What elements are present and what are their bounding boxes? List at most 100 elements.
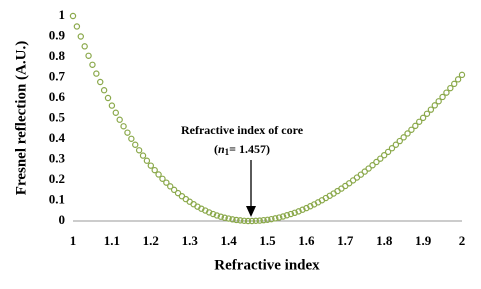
point [458,71,466,79]
point [357,171,365,178]
point [392,141,400,148]
point [248,217,256,225]
point [116,116,123,123]
point [69,12,77,20]
point [233,216,240,224]
point [170,186,178,194]
y-axis-title: Fresnel reflection (A.U.) [13,41,29,195]
x-tick-label: 2 [459,233,466,248]
point [408,126,415,133]
point [124,129,131,136]
y-tick-label: 0.9 [49,27,66,42]
point [416,118,423,125]
point [381,151,388,159]
point [435,98,442,105]
point [174,189,182,197]
point [128,135,135,142]
x-tick-label: 1.7 [337,233,354,248]
point [447,84,454,92]
point [229,216,236,223]
y-tick-label: 0.5 [49,109,66,124]
y-tick-label: 1 [59,7,66,22]
point [400,134,407,141]
y-tick-label: 0 [59,212,66,227]
point [264,216,271,223]
point [108,102,116,109]
x-tick-label: 1.3 [182,233,199,248]
point [279,213,287,220]
point [451,80,458,88]
point [135,147,143,154]
point [275,214,283,221]
annotation-open: ( [214,142,218,156]
point [412,122,419,130]
annotation-value-text: = 1.457) [229,142,270,156]
point [147,162,154,169]
point [283,212,291,219]
annotation-subscript: 1 [225,147,230,157]
point [139,152,147,159]
point [100,87,108,94]
point [205,209,213,216]
point [85,52,92,59]
x-tick-label: 1.6 [298,233,315,248]
point [93,70,100,77]
x-axis-title: Refractive index [214,257,320,273]
point [299,206,306,213]
point [89,61,96,68]
point [268,215,275,223]
point [427,106,435,113]
point [217,213,225,220]
point [373,158,380,166]
x-tick-label: 1.8 [376,233,393,248]
point [439,93,446,101]
y-tick-label: 0.1 [49,191,65,206]
point [443,89,450,96]
point [377,155,384,162]
point [159,175,166,182]
point [213,212,221,219]
x-tick-label: 1.1 [104,233,120,248]
point [77,33,84,40]
point [256,217,263,224]
point [163,179,170,186]
point [225,215,232,222]
point [388,145,396,152]
x-tick-label: 1.2 [143,233,159,248]
x-tick-label: 1.4 [220,233,237,248]
point [260,216,267,224]
point [423,110,431,117]
y-tick-label: 0.7 [49,68,66,83]
point [120,123,127,130]
point [419,114,427,122]
point [384,148,392,156]
y-tick-label: 0.8 [49,48,66,63]
point [272,215,279,222]
arrow-head [246,206,256,217]
y-tick-label: 0.6 [49,89,66,104]
point [104,94,112,102]
annotation-symbol: n [218,142,225,156]
point [132,141,139,148]
point [167,183,174,190]
point [252,217,260,224]
x-tick-label: 1.5 [259,233,276,248]
annotation-value: (n1= 1.457) [214,142,270,157]
point [81,43,88,50]
point [97,78,104,86]
point [143,157,151,164]
point [151,166,158,174]
point [404,130,411,137]
point [291,209,298,216]
x-tick-label: 1.9 [415,233,432,248]
point [454,76,462,83]
point [240,217,248,224]
y-tick-label: 0.2 [49,171,65,186]
point [155,171,162,178]
annotation: Refractive index of core [181,123,304,137]
point [209,210,217,218]
x-tick-label: 1 [70,233,77,248]
point [361,168,368,175]
y-tick-label: 0.4 [49,130,66,145]
